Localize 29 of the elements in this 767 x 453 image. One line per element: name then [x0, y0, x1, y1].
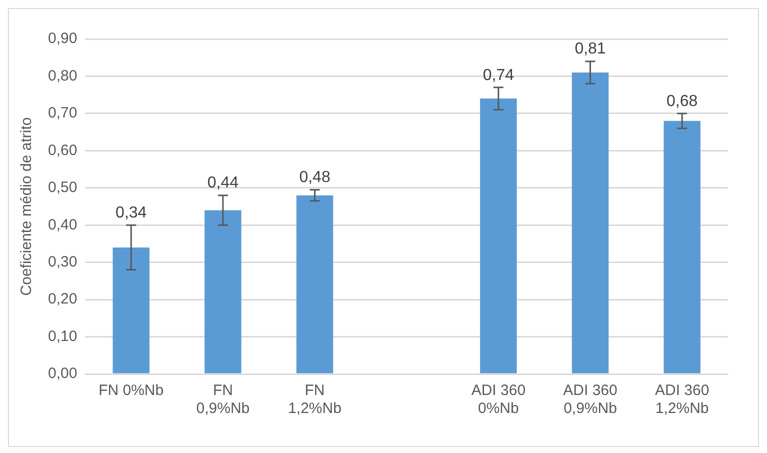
bar [204, 210, 242, 374]
y-tick-label: 0,00 [48, 365, 78, 382]
data-label: 0,81 [574, 40, 606, 58]
bar [480, 98, 517, 374]
data-label: 0,48 [299, 169, 330, 186]
x-tick-label: FN 0%Nb [98, 382, 164, 400]
x-tick-label: ADI 360 0,9%Nb [563, 382, 618, 418]
y-tick-label: 0,80 [48, 67, 78, 84]
x-tick-label: ADI 360 1,2%Nb [654, 382, 710, 418]
data-label: 0,74 [482, 66, 514, 84]
y-tick-label: 0,40 [48, 216, 78, 234]
y-tick-label: 0,10 [48, 328, 78, 345]
data-label: 0,68 [666, 92, 698, 110]
x-tick-label: FN 0,9%Nb [196, 382, 250, 418]
y-tick-label: 0,60 [48, 142, 78, 159]
y-tick-label: 0,20 [48, 290, 78, 308]
data-label: 0,34 [116, 204, 147, 222]
y-tick-label: 0,70 [48, 104, 78, 122]
x-tick-label: FN 1,2%Nb [288, 382, 342, 418]
y-tick-label: 0,50 [48, 179, 78, 196]
x-tick-label: ADI 360 0%Nb [471, 382, 526, 418]
bar [664, 120, 700, 374]
bar [112, 247, 150, 374]
y-tick-label: 0,30 [48, 253, 78, 270]
bar [572, 72, 609, 374]
y-tick-label: 0,90 [48, 30, 78, 48]
y-axis-title: Coeficiente médio de atrito [18, 117, 36, 296]
bar [296, 195, 334, 374]
data-label: 0,44 [207, 174, 239, 192]
